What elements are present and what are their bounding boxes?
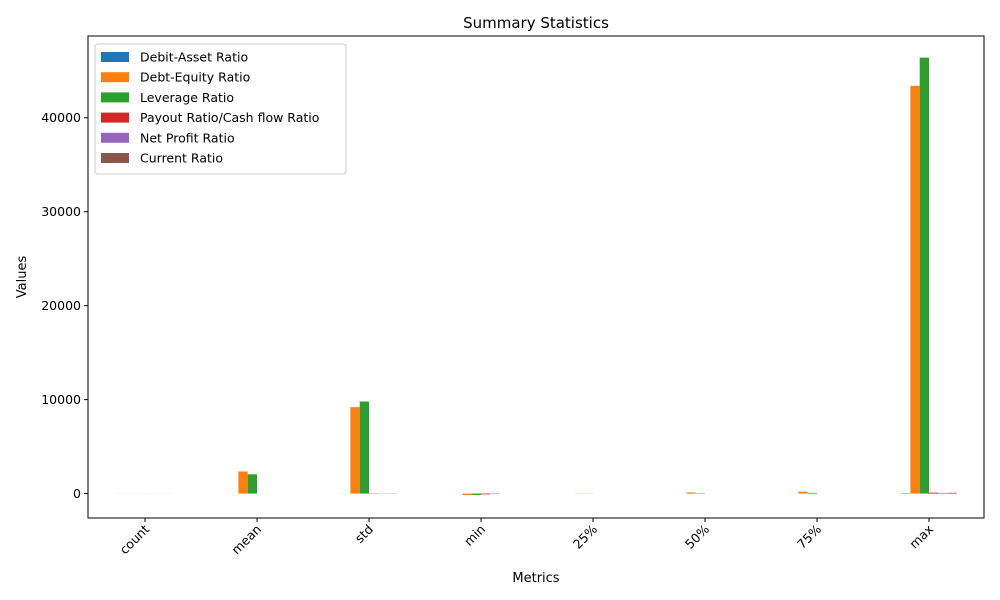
x-tick-label: min [461, 522, 488, 549]
y-axis: 0 10000 20000 30000 40000 [41, 110, 88, 501]
legend-label: Current Ratio [140, 151, 223, 166]
y-tick-label: 30000 [41, 204, 81, 219]
legend-box [94, 43, 347, 175]
bar-1-5 [686, 492, 696, 494]
legend-swatch [101, 112, 129, 123]
y-tick-label: 20000 [41, 298, 81, 313]
x-tick-label: mean [228, 522, 264, 558]
legend: Debit-Asset Ratio Debt-Equity Ratio Levera… [94, 43, 347, 175]
x-tick-label: count [117, 521, 153, 557]
legend-label: Debit-Asset Ratio [140, 50, 248, 65]
legend-label: Payout Ratio/Cash flow Ratio [140, 110, 319, 125]
bar-2-7 [919, 57, 929, 494]
legend-label: Debt-Equity Ratio [140, 70, 250, 85]
y-axis-label: Values [15, 256, 30, 299]
x-tick-label: std [352, 522, 376, 546]
legend-swatch [101, 52, 129, 62]
bar-2-3 [471, 493, 481, 495]
bar-3-7 [929, 492, 939, 494]
bar-1-2 [350, 407, 360, 494]
x-tick-label: max [906, 522, 936, 552]
y-tick-label: 40000 [41, 110, 81, 125]
x-axis-label: Metrics [512, 571, 559, 586]
x-tick-label: 75% [794, 521, 824, 551]
bar-2-2 [359, 401, 369, 494]
x-tick-label: 25% [570, 521, 600, 551]
legend-label: Leverage Ratio [140, 90, 234, 105]
x-axis: count mean std min 25% 50% 75% max [117, 518, 936, 558]
legend-swatch [101, 72, 129, 83]
legend-swatch [101, 153, 129, 163]
legend-swatch [101, 132, 129, 143]
chart-title: Summary Statistics [463, 14, 609, 32]
bar-1-1 [238, 471, 248, 494]
bar-1-6 [798, 491, 808, 494]
y-tick-label: 0 [73, 486, 81, 501]
legend-label: Net Profit Ratio [140, 130, 235, 145]
bar-1-3 [462, 493, 472, 495]
legend-swatch [101, 92, 129, 103]
y-tick-label: 10000 [41, 392, 81, 407]
bar-4-7 [938, 493, 948, 494]
bar-2-6 [807, 492, 817, 494]
bar-1-7 [910, 85, 920, 494]
bar-5-7 [947, 492, 957, 494]
bar-3-3 [481, 493, 491, 495]
x-tick-label: 50% [682, 521, 712, 551]
bar-2-1 [247, 474, 257, 494]
plot-frame [87, 35, 985, 519]
bars-group [117, 57, 957, 495]
